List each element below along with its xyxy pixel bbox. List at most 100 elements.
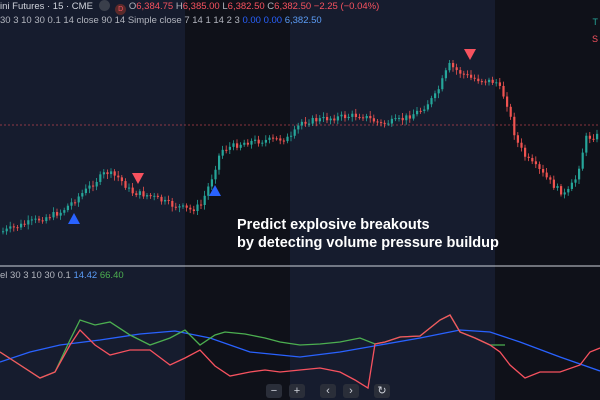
candle-body (297, 125, 300, 130)
candle-body (92, 185, 95, 187)
candle-body (563, 192, 566, 195)
candle-body (513, 116, 516, 136)
candlestick-series (2, 59, 599, 235)
candle-body (408, 115, 411, 119)
candle-body (52, 212, 55, 218)
candle-body (545, 172, 548, 178)
candle-body (218, 155, 221, 170)
candle-body (138, 191, 141, 196)
sell-signal-icon (464, 49, 476, 60)
candle-body (300, 121, 303, 126)
candle-body (99, 174, 102, 182)
indicator-value-1: 0.00 (242, 15, 261, 26)
oscillator-pane (0, 314, 600, 390)
candle-body (30, 219, 33, 221)
candle-body (228, 146, 231, 150)
candle-body (290, 135, 293, 137)
candle-body (95, 181, 98, 187)
ohlc-close: C6,382.50 (267, 1, 312, 12)
status-dot-icon (98, 0, 110, 11)
candle-body (232, 143, 235, 147)
oscillator-value-blue: 14.42 (73, 270, 98, 281)
candle-body (326, 116, 329, 121)
candle-body (387, 123, 390, 125)
oscillator-value-green: 66.40 (99, 270, 124, 281)
candle-body (246, 142, 249, 145)
candle-body (434, 93, 437, 99)
candle-body (552, 179, 555, 188)
candle-body (293, 129, 296, 136)
candle-body (506, 96, 509, 107)
candle-body (480, 81, 483, 83)
indicator-value-3: 6,382.50 (284, 15, 322, 26)
candle-body (243, 142, 246, 145)
session-band (495, 0, 600, 400)
oscillator-legend[interactable]: el 30 3 10 30 0.1 14.42 66.40 (0, 270, 124, 281)
zoom-out-button[interactable]: − (266, 384, 282, 398)
candle-body (178, 206, 181, 208)
candle-body (574, 179, 577, 183)
candle-body (498, 82, 501, 86)
buy-signal-icon (68, 213, 80, 224)
candle-body (63, 210, 66, 213)
candle-body (567, 188, 570, 193)
candle-body (282, 140, 285, 142)
candle-body (200, 204, 203, 206)
ohlc-high: H6,385.00 (175, 1, 220, 12)
candle-body (560, 186, 563, 195)
candle-body (254, 139, 257, 141)
candle-body (12, 226, 15, 228)
candle-body (210, 179, 213, 187)
candle-body (167, 199, 170, 201)
candle-body (102, 172, 105, 175)
candle-body (592, 138, 595, 140)
candle-body (372, 118, 375, 122)
candle-body (164, 199, 167, 202)
candle-body (250, 140, 253, 145)
candle-body (416, 110, 419, 115)
candle-body (192, 209, 195, 212)
reset-chart-button[interactable]: ↻ (374, 384, 390, 398)
price-change: −2.25 (−0.04%) (313, 1, 380, 12)
zoom-in-button[interactable]: + (289, 384, 305, 398)
delayed-badge[interactable]: D (115, 4, 127, 15)
candle-body (5, 228, 8, 232)
symbol-title[interactable]: ini Futures · 15 · CME (0, 1, 93, 12)
candle-body (207, 186, 210, 196)
candle-body (88, 185, 91, 189)
indicator-legend[interactable]: 30 3 10 30 0.1 14 close 90 14 Simple clo… (0, 15, 322, 26)
chart-toolbar: − + ‹ › ↻ (266, 384, 390, 398)
candle-body (398, 117, 401, 119)
candle-body (380, 122, 383, 124)
candle-body (315, 117, 318, 122)
candle-body (41, 220, 44, 222)
candle-body (182, 205, 185, 207)
buy-signal-icon (209, 185, 221, 196)
candle-body (581, 152, 584, 169)
candle-body (340, 114, 343, 117)
scroll-left-button[interactable]: ‹ (320, 384, 336, 398)
ohlc-open: O6,384.75 (128, 1, 174, 12)
candle-body (351, 113, 354, 117)
promo-annotation: Predict explosive breakouts by detecting… (237, 216, 499, 252)
ohlc-low: L6,382.50 (222, 1, 265, 12)
candle-body (502, 85, 505, 97)
candle-body (376, 121, 379, 123)
candle-body (275, 138, 278, 140)
candle-body (153, 195, 156, 197)
candle-body (106, 172, 109, 175)
candle-body (531, 157, 534, 162)
candle-body (23, 223, 26, 225)
candle-body (146, 195, 149, 197)
scroll-right-button[interactable]: › (343, 384, 359, 398)
candle-body (430, 98, 433, 105)
candle-body (477, 78, 480, 82)
candle-body (81, 193, 84, 197)
candle-body (596, 133, 599, 140)
candle-body (239, 144, 242, 148)
candle-body (585, 135, 588, 153)
candle-body (520, 142, 523, 148)
session-band (0, 0, 185, 400)
candle-body (441, 78, 444, 90)
